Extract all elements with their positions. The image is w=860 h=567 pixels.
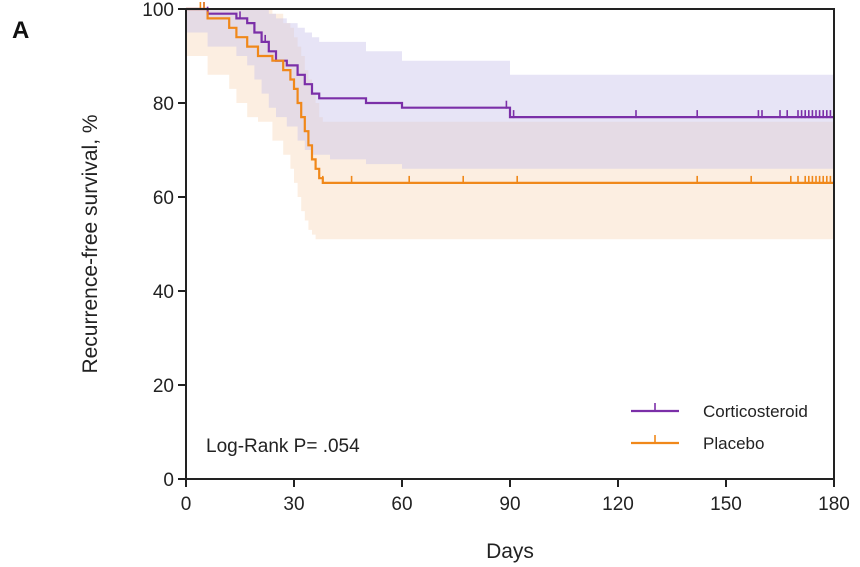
x-tick-label: 60 (391, 494, 412, 515)
confidence-bands (186, 9, 834, 240)
panel-label: A (12, 17, 29, 44)
confidence-band-placebo (186, 9, 834, 240)
x-axis: 0 30 60 90 120 150 180 (181, 479, 850, 515)
y-tick-label: 60 (153, 188, 174, 209)
legend-label-corticosteroid: Corticosteroid (703, 402, 808, 421)
survival-line-placebo (186, 7, 834, 184)
survival-curves (186, 7, 834, 184)
x-axis-title: Days (486, 540, 534, 563)
legend: Corticosteroid Placebo (631, 402, 808, 453)
y-tick-label: 40 (153, 282, 174, 303)
confidence-band-corticosteroid (186, 9, 834, 169)
y-axis: 0 20 40 60 80 100 (142, 0, 186, 491)
y-axis-title: Recurrence-free survival, % (79, 114, 102, 373)
x-tick-label: 0 (181, 494, 192, 515)
survival-line-corticosteroid (186, 7, 834, 119)
x-tick-label: 180 (818, 494, 850, 515)
y-tick-label: 20 (153, 376, 174, 397)
x-tick-label: 120 (602, 494, 634, 515)
log-rank-annotation: Log-Rank P= .054 (206, 436, 360, 457)
x-tick-label: 90 (499, 494, 520, 515)
legend-label-placebo: Placebo (703, 434, 764, 453)
x-tick-label: 30 (283, 494, 304, 515)
y-tick-label: 80 (153, 94, 174, 115)
x-tick-label: 150 (710, 494, 742, 515)
y-tick-label: 100 (142, 0, 174, 21)
y-tick-label: 0 (163, 470, 174, 491)
